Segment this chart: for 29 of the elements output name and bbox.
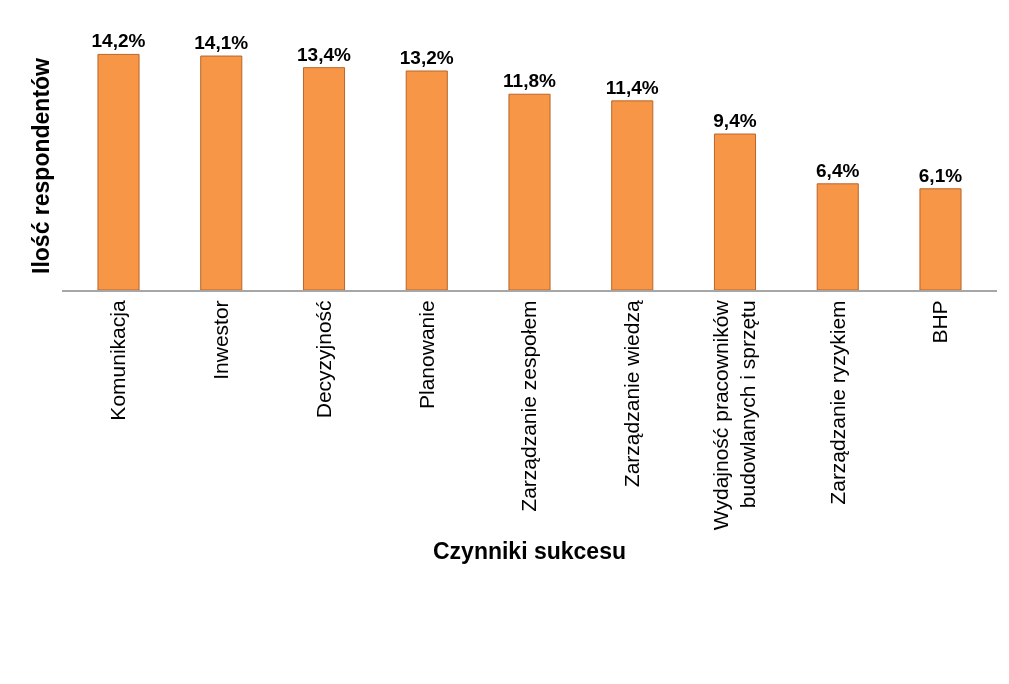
- data-label: 11,8%: [503, 70, 556, 92]
- x-tick-label: Planowanie: [414, 300, 438, 409]
- bar: [405, 70, 448, 290]
- bar: [816, 183, 859, 290]
- x-tick-label: Zarządzanie ryzykiem: [825, 300, 849, 505]
- data-label: 13,2%: [399, 46, 454, 68]
- bar: [919, 188, 962, 290]
- x-axis-title: Czynniki sukcesu: [432, 538, 627, 565]
- bar: [200, 55, 243, 290]
- bar: [611, 100, 654, 290]
- x-tick-label: Wydajność pracowników budowlanych i sprzętu: [709, 299, 760, 531]
- x-tick-label: Komunikacja: [106, 300, 130, 421]
- data-label: 13,4%: [297, 43, 351, 65]
- y-axis-title: Ilość respondentów: [28, 57, 55, 274]
- x-tick-label: Zarządzanie wiedzą: [620, 300, 644, 488]
- bar: [508, 93, 551, 290]
- bar: [713, 133, 757, 290]
- data-label: 6,4%: [816, 159, 860, 181]
- data-label: 14,2%: [91, 30, 146, 52]
- data-label: 14,1%: [194, 32, 249, 54]
- bar: [302, 67, 346, 290]
- bar: [97, 53, 140, 290]
- data-label: 9,4%: [713, 110, 757, 132]
- data-label: 6,1%: [918, 164, 963, 186]
- data-label: 11,4%: [605, 76, 659, 98]
- x-tick-label: Zarządzanie zespołem: [517, 300, 541, 512]
- x-tick-label: Decyzyjność: [311, 300, 335, 419]
- x-tick-label: BHP: [928, 300, 952, 344]
- x-tick-label: Inwestor: [209, 300, 233, 380]
